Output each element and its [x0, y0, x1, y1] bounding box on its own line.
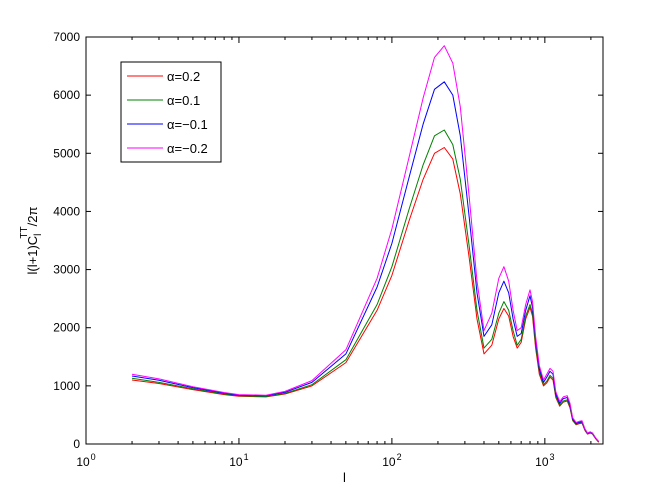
- y-axis-label-tail: /2π: [25, 207, 40, 227]
- x-tick-label: 102: [382, 452, 401, 469]
- x-axis-label: l: [343, 470, 346, 485]
- tick-layer: 0 1000 2000 3000 4000 5000 6000 7000 100 101 102 10…: [53, 30, 603, 469]
- y-tick-label: 3000: [53, 263, 80, 277]
- x-tick-label: 101: [229, 452, 248, 469]
- legend-box: [120, 61, 222, 163]
- series-line-4: [131, 45, 600, 442]
- legend-label: α=0.1: [167, 93, 200, 108]
- series-line-3: [131, 81, 600, 443]
- legend-label: α=−0.1: [167, 117, 208, 132]
- x-tick-label: 103: [535, 452, 554, 469]
- y-tick-label: 7000: [53, 30, 80, 44]
- y-axis-label-main: l(l+1)C: [25, 236, 40, 275]
- x-tick-label: 100: [76, 452, 95, 469]
- y-axis-label-superscript: TT: [19, 226, 30, 238]
- y-tick-label: 1000: [53, 379, 80, 393]
- y-tick-label: 2000: [53, 321, 80, 335]
- y-tick-label: 0: [73, 437, 80, 451]
- y-axis-label-subscript: l: [33, 234, 44, 236]
- legend-label: α=−0.2: [167, 141, 208, 156]
- y-tick-label: 6000: [53, 88, 80, 102]
- legend-label: α=0.2: [167, 69, 200, 84]
- legend: α=0.2 α=0.1 α=−0.1 α=−0.2: [120, 61, 222, 163]
- y-tick-label: 4000: [53, 204, 80, 218]
- y-axis-label: l(l+1)ClTT/2π: [19, 207, 44, 275]
- y-tick-label: 5000: [53, 146, 80, 160]
- series-layer: [131, 45, 600, 443]
- series-line-2: [131, 129, 600, 443]
